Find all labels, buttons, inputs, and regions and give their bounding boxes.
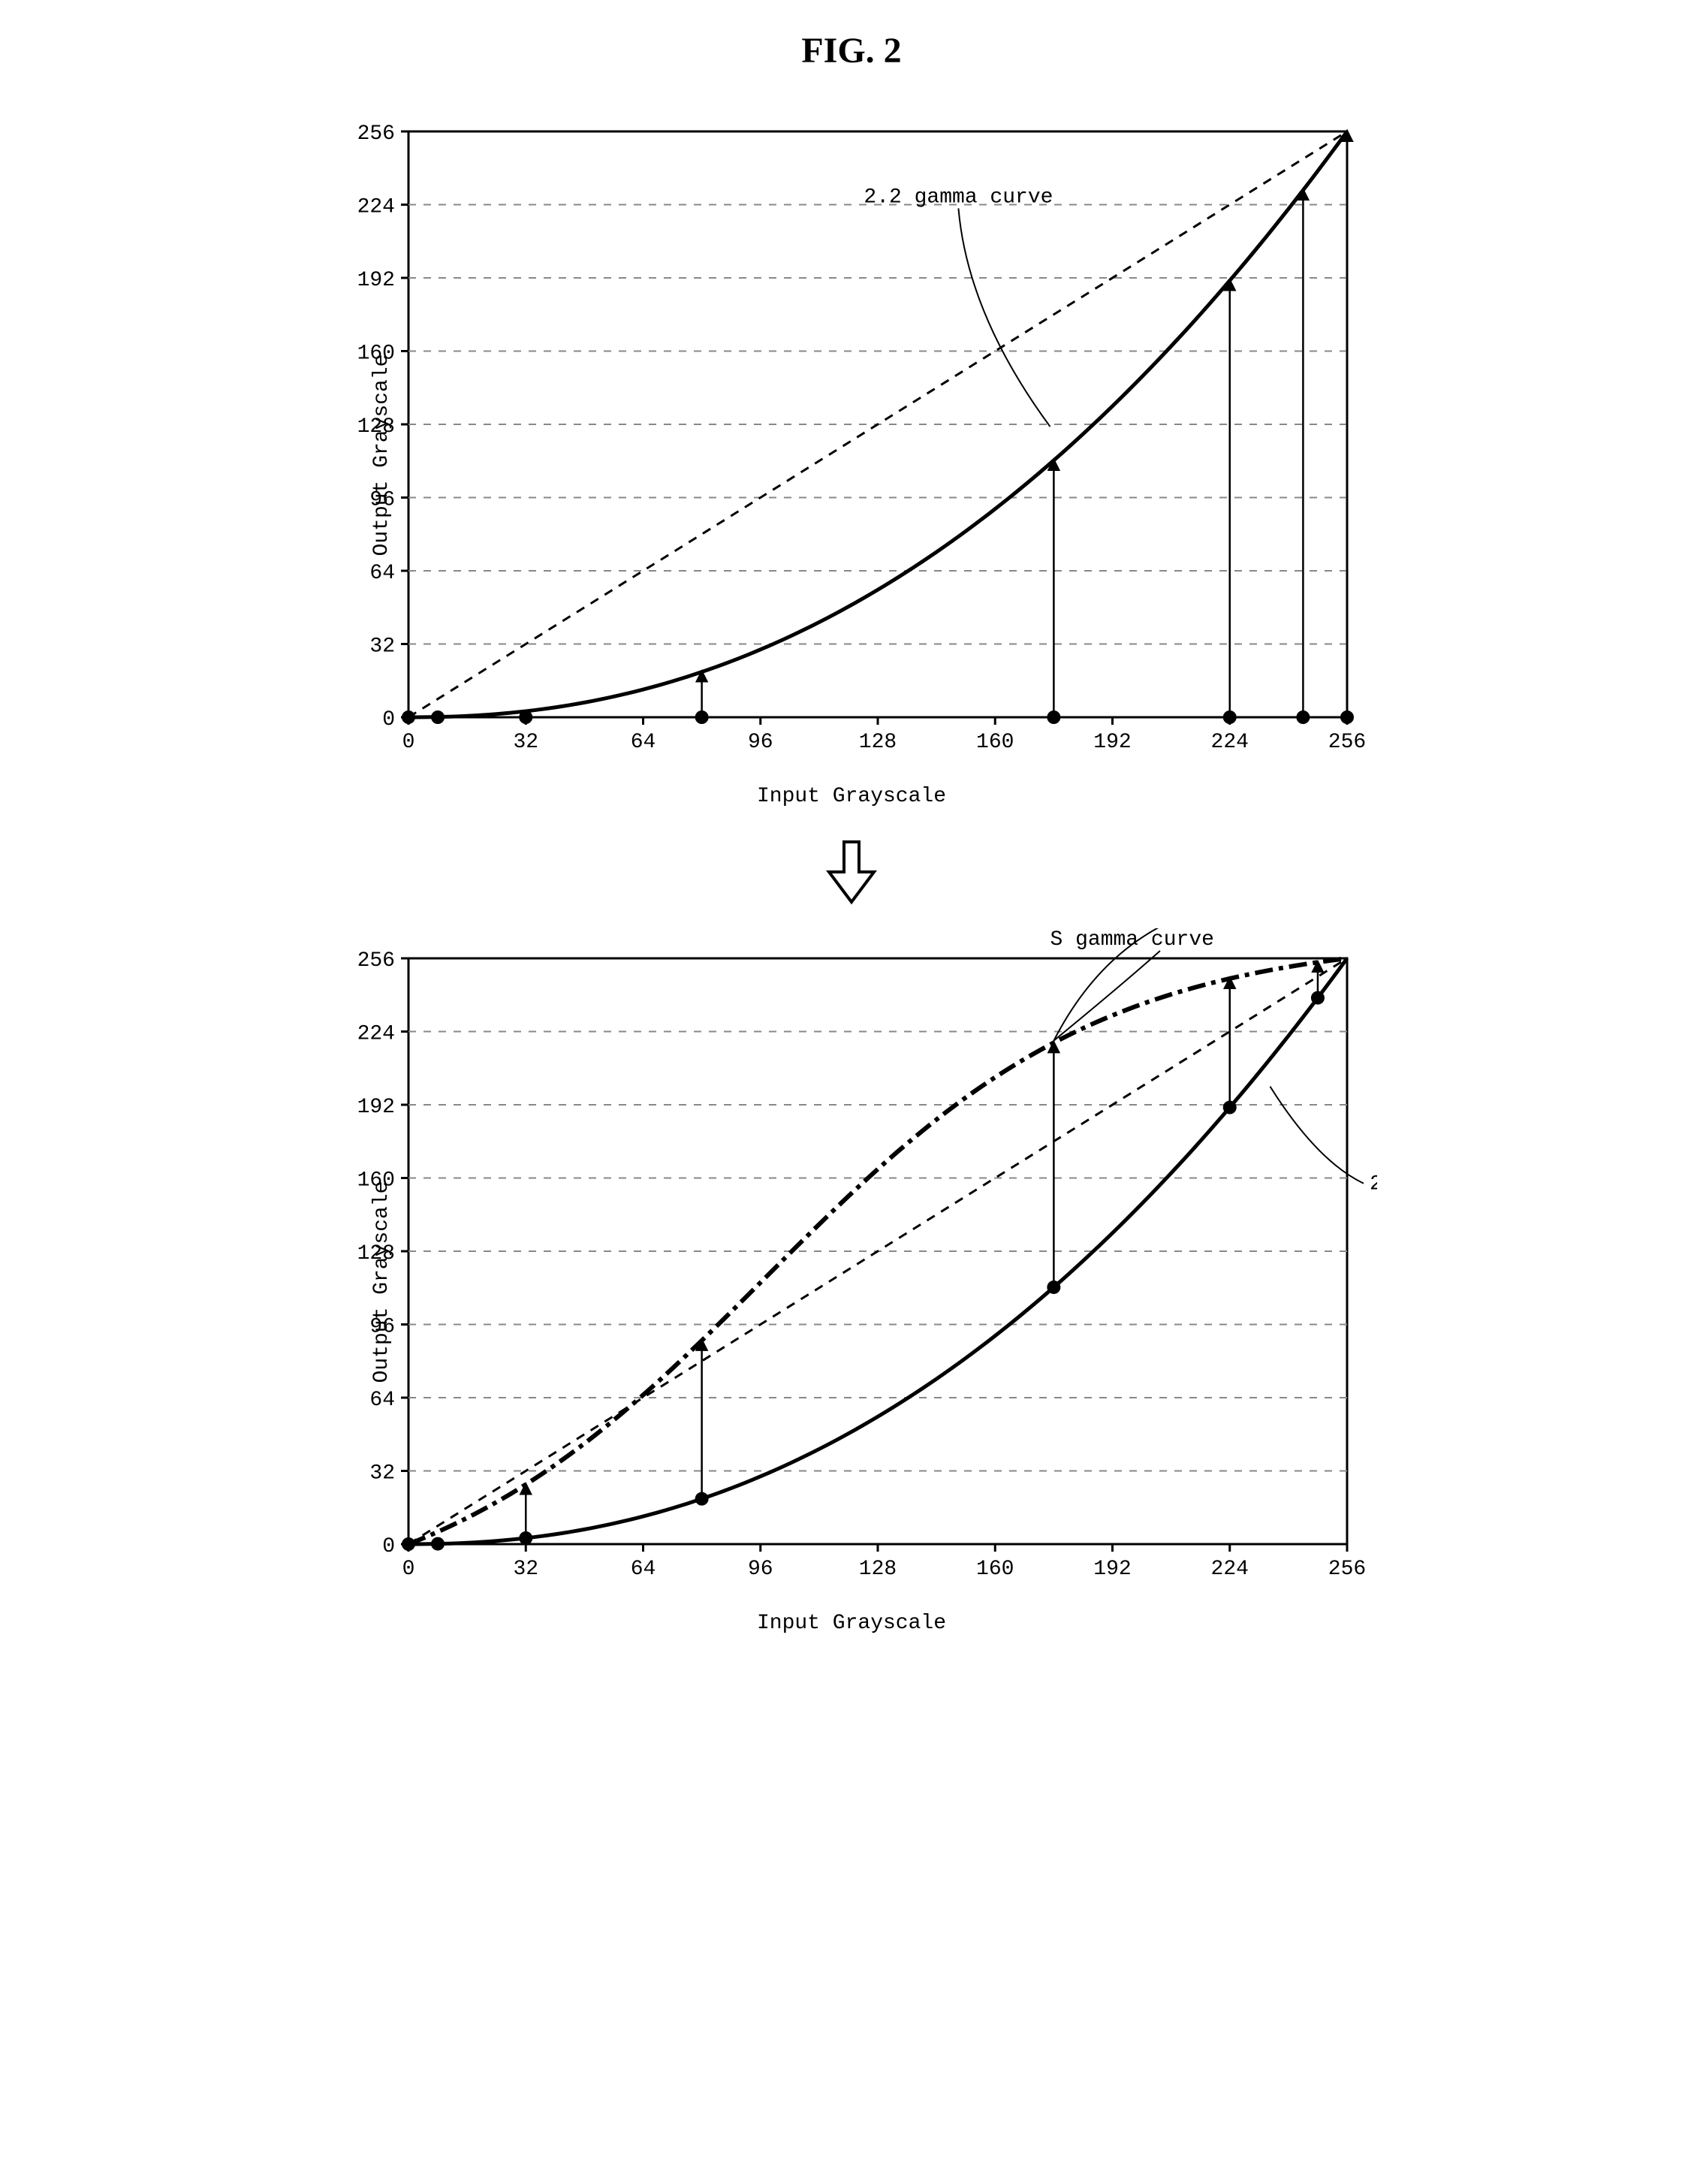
chart-1-ylabel: Output Grayscale [370,354,393,556]
svg-text:256: 256 [357,122,395,146]
svg-text:96: 96 [748,1558,773,1581]
svg-text:224: 224 [1211,731,1249,754]
chart-2-ylabel: Output Grayscale [370,1181,393,1383]
svg-text:192: 192 [1093,731,1131,754]
svg-text:256: 256 [1328,731,1366,754]
figure-title: FIG. 2 [801,30,901,71]
svg-text:128: 128 [859,731,897,754]
svg-text:32: 32 [369,1462,395,1486]
chart-2-wrap: Output Grayscale 0 32 64 96 128 160 192 224 256 0… [326,928,1377,1635]
svg-text:2.2 gamma curve: 2.2 gamma curve [864,186,1053,209]
svg-text:64: 64 [631,1558,656,1581]
svg-text:160: 160 [976,731,1014,754]
svg-text:96: 96 [748,731,773,754]
svg-text:224: 224 [1211,1558,1249,1581]
svg-text:128: 128 [859,1558,897,1581]
svg-text:0: 0 [402,1558,415,1581]
chart-2-xlabel: Input Grayscale [326,1612,1377,1635]
svg-text:64: 64 [369,562,395,585]
svg-text:S gamma curve: S gamma curve [1050,928,1213,952]
svg-text:224: 224 [357,1023,395,1046]
chart-1-svg: 0326496128160192224256032649612816019222… [326,101,1377,777]
down-arrow-icon [821,838,882,906]
svg-text:0: 0 [402,731,415,754]
chart-1-xlabel: Input Grayscale [326,785,1377,808]
chart-1-wrap: Output Grayscale 0 32 64 96 128 160 192 224 256 0… [326,101,1377,808]
svg-text:32: 32 [513,1558,538,1581]
svg-text:192: 192 [1093,1558,1131,1581]
svg-text:64: 64 [631,731,656,754]
chart-2-svg: 0326496128160192224256032649612816019222… [326,928,1377,1604]
svg-text:32: 32 [369,635,395,659]
svg-text:256: 256 [1328,1558,1366,1581]
svg-text:0: 0 [382,1535,395,1558]
svg-text:2.2 gamma curve: 2.2 gamma curve [1370,1173,1377,1196]
svg-text:64: 64 [369,1389,395,1412]
svg-text:160: 160 [976,1558,1014,1581]
svg-text:0: 0 [382,708,395,732]
svg-text:256: 256 [357,949,395,973]
svg-text:32: 32 [513,731,538,754]
svg-text:192: 192 [357,1096,395,1119]
svg-text:224: 224 [357,196,395,219]
svg-text:192: 192 [357,269,395,292]
